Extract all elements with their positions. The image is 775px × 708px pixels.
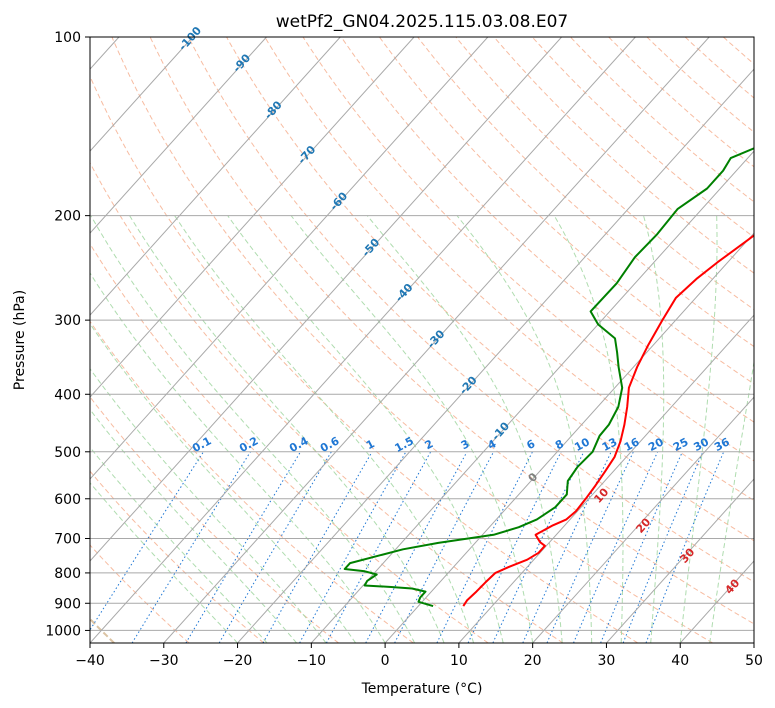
isotherm-line — [163, 37, 710, 643]
mixing-ratio-line — [325, 451, 432, 643]
moist-adiabat-line — [129, 215, 445, 643]
x-tick-label: 40 — [671, 653, 689, 669]
dry-adiabat-line — [90, 320, 414, 643]
mixing-ratio-label: 30 — [691, 435, 711, 454]
dewpoint-line — [343, 147, 754, 608]
y-tick-label: 900 — [54, 596, 81, 612]
mixing-ratio-line — [622, 451, 704, 643]
moist-adiabat-line — [90, 322, 357, 643]
x-tick-label: 10 — [450, 653, 468, 669]
isotherm-line — [310, 150, 754, 643]
x-tick-label: −30 — [149, 653, 179, 669]
y-axis-label: Pressure (hPa) — [12, 290, 28, 390]
mixing-ratio-label: 13 — [600, 435, 620, 454]
moist-adiabat-line — [90, 367, 327, 643]
moist-adiabat-line — [90, 482, 238, 643]
moist-adiabat-line — [90, 408, 297, 643]
dry-adiabat-line — [340, 37, 754, 423]
x-tick-label: 50 — [745, 653, 763, 669]
y-tick-label: 700 — [54, 532, 81, 548]
dry-adiabat-line — [90, 242, 489, 643]
mixing-ratio-line — [467, 451, 562, 643]
isotherm-line — [90, 37, 562, 562]
dry-adiabat-line — [90, 75, 639, 643]
dry-adiabat-line — [302, 37, 754, 462]
dry-adiabat-line — [379, 37, 754, 385]
y-tick-label: 400 — [54, 387, 81, 403]
plot-frame — [89, 36, 755, 644]
mixing-ratio-line — [436, 451, 533, 643]
moist-adiabat-line — [174, 215, 475, 643]
moist-adiabat-line — [90, 446, 268, 643]
x-axis-label: Temperature (°C) — [361, 681, 483, 697]
dry-adiabat-line — [264, 37, 754, 502]
moist-adiabat-line — [90, 215, 416, 643]
y-tick-label: 200 — [54, 209, 81, 225]
mixing-ratio-label: 20 — [646, 435, 666, 454]
x-tick-label: 20 — [524, 653, 542, 669]
mixing-ratio-label: 16 — [622, 435, 642, 454]
isotherm-line — [532, 396, 754, 643]
dry-adiabats — [90, 37, 754, 643]
isotherm-line — [90, 37, 341, 316]
mixing-ratio-line — [90, 451, 204, 631]
y-tick-label: 100 — [54, 30, 81, 46]
x-axis: −40 −30 −20 −10 0 10 20 30 40 50 — [75, 643, 763, 669]
x-tick-label: −10 — [297, 653, 327, 669]
x-tick-label: −40 — [75, 653, 105, 669]
x-tick-label: 30 — [598, 653, 616, 669]
dry-adiabat-line — [187, 37, 754, 583]
moist-adiabat-line — [227, 215, 504, 643]
isotherm-line — [237, 68, 754, 643]
y-tick-label: 800 — [54, 566, 81, 582]
moist-adiabat-line — [553, 215, 624, 643]
isotherm-line — [90, 37, 489, 480]
isotherm-line — [90, 37, 267, 234]
mixing-ratio-line — [365, 451, 468, 643]
y-tick-label: 300 — [54, 313, 81, 329]
dry-adiabat-line — [608, 37, 754, 168]
x-tick-label: 0 — [381, 653, 390, 669]
dry-adiabat-line — [149, 37, 754, 625]
isotherms — [90, 37, 754, 643]
mixing-ratio-line — [185, 451, 301, 643]
mixing-ratio-line — [299, 451, 407, 643]
moist-adiabat-line — [290, 215, 534, 643]
isotherm-line — [90, 37, 636, 643]
moist-adiabat-line — [679, 215, 718, 643]
isotherm-line — [384, 232, 754, 643]
moist-adiabat-line — [90, 271, 386, 643]
y-axis: 100 200 300 400 500 600 700 800 900 1000 — [45, 30, 90, 639]
pressure-gridlines — [90, 37, 754, 631]
plot-area — [90, 37, 754, 643]
moist-adiabats — [90, 215, 754, 643]
mixing-ratio-line — [600, 451, 683, 643]
y-tick-label: 500 — [54, 445, 81, 461]
dry-adiabat-line — [111, 37, 713, 643]
dry-adiabat-line — [531, 37, 754, 238]
isotherm-line — [606, 478, 754, 643]
sounding-series — [343, 147, 754, 608]
mixing-ratio-label: 36 — [712, 435, 732, 454]
isotherm-line — [90, 37, 415, 398]
mixing-ratio-lines — [90, 451, 725, 643]
temperature-line — [462, 234, 754, 607]
y-tick-label: 600 — [54, 492, 81, 508]
dry-adiabat-line — [226, 37, 754, 542]
isotherm-line — [458, 314, 754, 643]
x-tick-label: −20 — [223, 653, 253, 669]
moist-adiabat-line — [366, 215, 563, 643]
mixing-ratio-line — [573, 451, 659, 643]
mixing-ratio-label: 10 — [572, 435, 592, 454]
dry-adiabat-line — [90, 396, 339, 643]
chart-title: wetPf2_GN04.2025.115.03.08.E07 — [276, 12, 568, 32]
mixing-ratio-label: 25 — [671, 435, 691, 454]
y-tick-label: 1000 — [45, 623, 81, 639]
moist-adiabat-line — [643, 215, 665, 643]
isotherm-line — [90, 37, 194, 152]
dry-adiabat-line — [90, 161, 564, 643]
